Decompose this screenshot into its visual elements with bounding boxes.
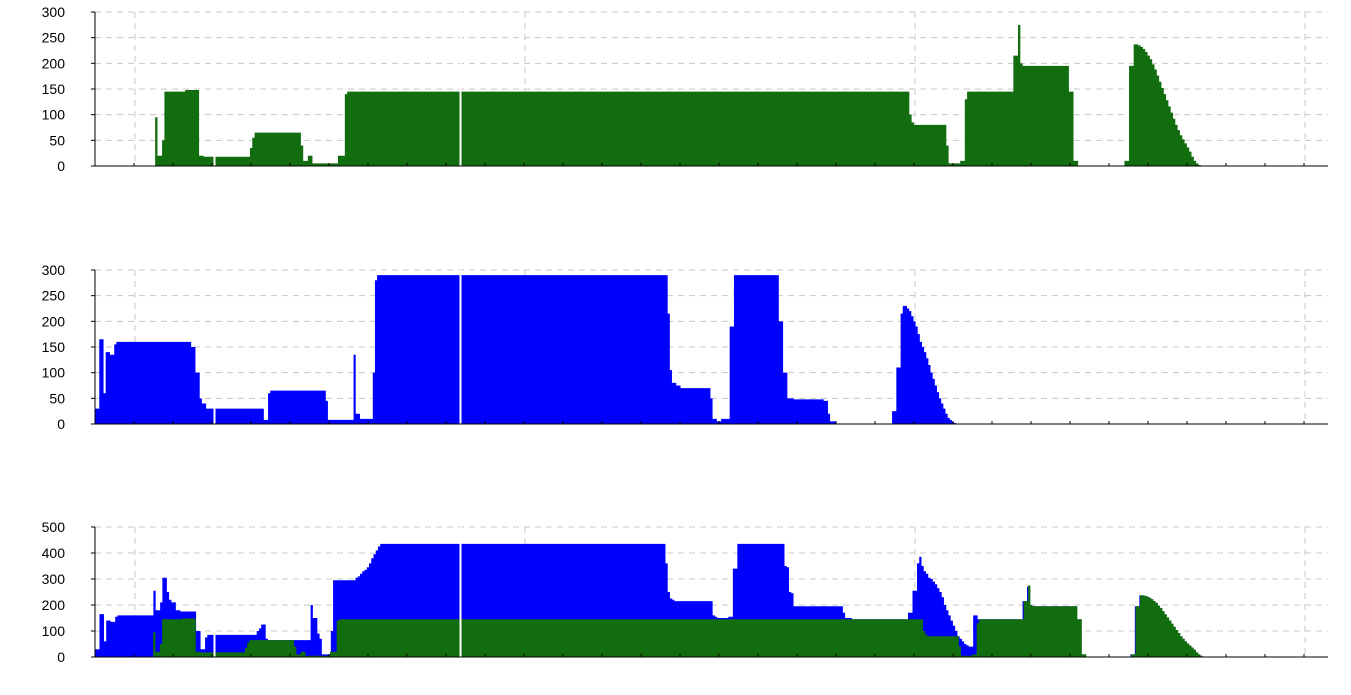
series-area-2 (95, 585, 1328, 657)
y-tick-label: 400 (42, 545, 66, 561)
y-tick-label: 100 (42, 623, 66, 639)
y-tick-label: 100 (42, 365, 66, 381)
y-tick-label: 250 (42, 30, 66, 46)
y-tick-label: 300 (42, 262, 66, 278)
y-tick-label: 200 (42, 55, 66, 71)
series-gap (213, 527, 216, 657)
series-gap (459, 270, 462, 424)
series-gap (459, 527, 462, 657)
y-tick-label: 50 (49, 390, 65, 406)
y-tick-label: 300 (42, 4, 66, 20)
y-tick-label: 150 (42, 339, 66, 355)
y-tick-label: 150 (42, 81, 66, 97)
y-tick-label: 300 (42, 571, 66, 587)
series-gap (213, 270, 216, 424)
y-tick-label: 100 (42, 107, 66, 123)
series-gap (213, 12, 216, 166)
chart-panel-3: 0 100 200 300 400 500 (42, 519, 1328, 665)
y-tick-label: 500 (42, 519, 66, 535)
series-area-1 (95, 24, 1328, 166)
y-tick-label: 200 (42, 597, 66, 613)
y-tick-label: 0 (57, 416, 65, 432)
y-tick-label: 0 (57, 158, 65, 174)
series-area-1 (95, 275, 1328, 424)
series-gap (459, 12, 462, 166)
y-tick-label: 50 (49, 132, 65, 148)
chart-panel-1: 0 50 100 150 200 250 300 (42, 4, 1328, 174)
y-tick-label: 250 (42, 288, 66, 304)
y-tick-label: 0 (57, 649, 65, 665)
y-tick-label: 200 (42, 313, 66, 329)
chart-panel-2: 0 50 100 150 200 250 300 (42, 262, 1328, 432)
